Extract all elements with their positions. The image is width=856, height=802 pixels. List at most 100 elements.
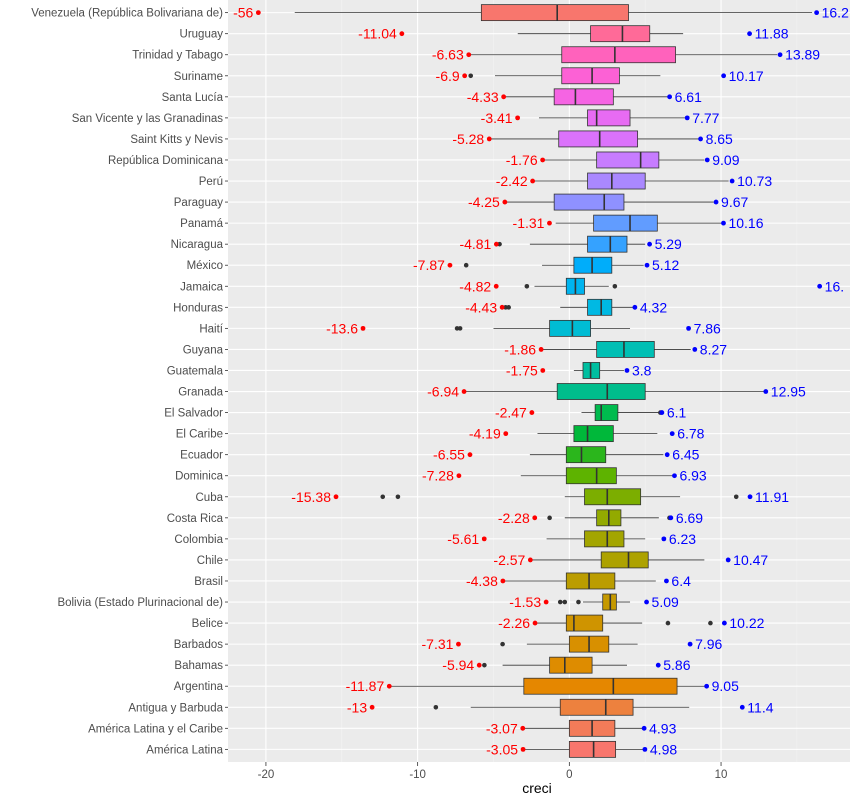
min-value-label: -1.76 — [506, 152, 538, 168]
box-iqr — [594, 404, 619, 421]
category-label: Belice — [192, 618, 223, 630]
min-point — [360, 325, 366, 331]
min-point — [532, 515, 538, 521]
min-value-label: -2.28 — [498, 510, 530, 526]
max-point — [692, 347, 698, 352]
outlier-point — [665, 620, 671, 626]
max-point — [669, 431, 675, 437]
min-value-label: -2.57 — [493, 552, 525, 568]
box-group — [530, 172, 735, 190]
max-value-label: 5.29 — [655, 236, 682, 252]
box-group — [501, 88, 673, 106]
max-point — [698, 136, 703, 142]
max-value-label: 10.17 — [729, 68, 764, 84]
box-series — [255, 4, 823, 758]
box-iqr — [561, 46, 676, 64]
min-point — [530, 178, 536, 184]
box-group — [543, 593, 649, 611]
max-point — [664, 578, 669, 584]
min-point — [493, 283, 499, 289]
category-label: Argentina — [174, 681, 224, 693]
box-iqr — [480, 4, 629, 22]
box-group — [466, 46, 783, 64]
outlier-point — [506, 305, 511, 310]
min-value-label: -3.05 — [486, 741, 518, 757]
box-group — [515, 109, 690, 127]
box-group — [255, 4, 820, 22]
max-point — [721, 220, 726, 226]
category-axis: América Latina América Latina y el Caribe… — [31, 8, 228, 756]
max-value-label: 4.93 — [649, 720, 676, 736]
box-group — [547, 214, 726, 232]
category-label: Bahamas — [174, 660, 223, 672]
max-value-label: 7.96 — [695, 636, 722, 652]
max-point — [644, 599, 649, 605]
box-group — [481, 530, 667, 548]
max-value-label: 6.93 — [679, 468, 706, 484]
box-iqr — [587, 235, 628, 253]
max-point — [641, 725, 647, 731]
box-iqr — [553, 88, 614, 106]
category-label: Paraguay — [174, 197, 223, 209]
max-point — [667, 94, 673, 100]
max-point — [655, 662, 661, 668]
min-point — [493, 241, 499, 247]
outlier-point — [524, 283, 530, 289]
max-value-label: 6.1 — [667, 405, 687, 421]
box-group — [333, 488, 753, 506]
max-point — [664, 452, 670, 458]
x-tick-label: 0 — [566, 769, 572, 781]
category-label: Chile — [197, 555, 223, 567]
min-point — [386, 683, 392, 689]
min-point — [255, 10, 261, 16]
max-value-label: 8.65 — [706, 131, 733, 147]
max-point — [668, 515, 674, 521]
max-point — [644, 262, 650, 268]
max-point — [739, 704, 745, 710]
max-point — [687, 641, 693, 647]
max-point — [661, 536, 667, 542]
min-point — [499, 304, 505, 310]
min-value-label: -1.53 — [509, 594, 541, 610]
min-value-label: -2.42 — [496, 173, 528, 189]
outlier-point — [500, 641, 505, 647]
min-point — [500, 578, 506, 584]
max-value-label: 10.47 — [733, 552, 768, 568]
min-point — [543, 599, 549, 605]
min-value-label: -5.61 — [447, 531, 479, 547]
box-iqr — [523, 677, 678, 695]
max-value-label: 6.69 — [676, 510, 703, 526]
min-value-label: -1.75 — [506, 362, 538, 378]
min-point — [501, 94, 507, 100]
min-value-label: -6.9 — [436, 68, 460, 84]
min-point — [461, 389, 467, 394]
outlier-point — [457, 326, 463, 331]
category-label: Antigua y Barbuda — [128, 702, 223, 714]
box-group — [500, 572, 669, 590]
category-label: San Vicente y las Granadinas — [72, 113, 224, 125]
max-point — [686, 325, 691, 331]
min-point — [462, 73, 468, 79]
box-iqr — [549, 319, 591, 337]
min-value-label: -4.25 — [468, 194, 500, 210]
max-value-label: 10.16 — [728, 215, 763, 231]
min-value-label: -1.31 — [513, 215, 545, 231]
category-label: México — [187, 260, 223, 272]
min-value-label: -13 — [347, 699, 367, 715]
max-point — [814, 10, 820, 16]
max-value-label: 11.88 — [755, 26, 789, 42]
box-group — [399, 25, 752, 43]
outlier-point — [468, 73, 474, 79]
category-label: El Caribe — [176, 429, 223, 441]
max-value-label: 13.89 — [785, 47, 820, 63]
min-point — [540, 157, 546, 163]
box-iqr — [590, 25, 651, 43]
min-point — [538, 347, 544, 352]
max-point — [725, 557, 731, 563]
min-point — [467, 452, 473, 458]
box-iqr — [565, 446, 607, 464]
box-group — [502, 193, 719, 211]
category-label: América Latina y el Caribe — [88, 723, 223, 735]
min-point — [333, 494, 339, 500]
box-iqr — [600, 551, 649, 569]
